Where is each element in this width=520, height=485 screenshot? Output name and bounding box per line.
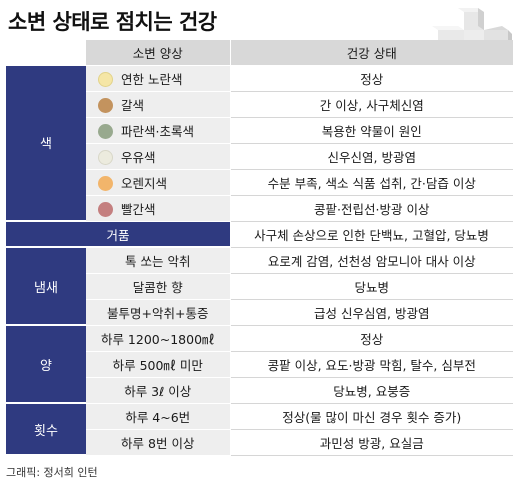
state-cell: 하루 8번 이상 [86,429,231,456]
health-cell: 당뇨병, 요붕증 [230,377,513,404]
state-cell: 연한 노란색 [86,65,231,92]
state-cell: 갈색 [86,91,231,118]
table-row: 파란색·초록색 복용한 약물이 원인 [6,117,513,144]
color-swatch-icon [98,71,113,87]
color-swatch-icon [98,201,113,217]
table-row: 냄새 톡 쏘는 악취 요로계 감염, 선천성 암모니아 대사 이상 [6,247,513,326]
health-cell: 당뇨병 [230,273,513,300]
health-cell: 복용한 약물이 원인 [230,117,513,144]
state-cell: 하루 3ℓ 이상 [86,377,231,404]
header-corner [6,40,86,66]
health-cell: 간 이상, 사구체신염 [230,91,513,118]
table-row: 달콤한 향 당뇨병 [6,273,513,300]
health-cell: 정상(물 많이 마신 경우 횟수 증가) [230,403,513,430]
category-smell: 냄새 [6,247,86,326]
state-cell: 하루 500㎖ 미만 [86,351,231,378]
health-cell: 급성 신우심염, 방광염 [230,299,513,326]
health-cell: 요로계 감염, 선천성 암모니아 대사 이상 [230,247,513,274]
table-row: 색 연한 노란색 정상 [6,65,513,222]
health-cell: 콩팥 이상, 요도·방광 막힘, 탈수, 심부전 [230,351,513,378]
category-color: 색 [6,65,86,222]
table-row: 하루 500㎖ 미만 콩팥 이상, 요도·방광 막힘, 탈수, 심부전 [6,351,513,378]
state-cell: 불투명+악취+통증 [86,299,231,326]
table-header-row: 소변 양상 건강 상태 [6,40,513,66]
state-cell: 우유색 [86,143,231,170]
color-swatch-icon [98,97,113,113]
state-cell: 하루 4~6번 [86,403,231,430]
header-health: 건강 상태 [230,40,513,66]
graphic-credit: 그래픽: 정서희 인턴 [6,466,98,479]
color-swatch-icon [98,149,113,165]
health-cell: 수분 부족, 색소 식품 섭취, 간·담즙 이상 [230,169,513,196]
health-cell: 정상 [230,325,513,352]
table-row: 횟수 하루 4~6번 정상(물 많이 마신 경우 횟수 증가) [6,403,513,456]
state-cell: 파란색·초록색 [86,117,231,144]
table-row: 빨간색 콩팥·전립선·방광 이상 [6,195,513,222]
table-row: 오렌지색 수분 부족, 색소 식품 섭취, 간·담즙 이상 [6,169,513,196]
state-cell: 달콤한 향 [86,273,231,300]
health-cell: 콩팥·전립선·방광 이상 [230,195,513,222]
state-cell: 하루 1200~1800㎖ [86,325,231,352]
table-row: 불투명+악취+통증 급성 신우심염, 방광염 [6,299,513,326]
table-row: 거품 사구체 손상으로 인한 단백뇨, 고혈압, 당뇨병 [6,221,513,248]
category-amount: 양 [6,325,86,404]
health-cell: 신우신염, 방광염 [230,143,513,170]
health-cell: 과민성 방광, 요실금 [230,429,513,456]
category-frequency: 횟수 [6,403,86,456]
table-row: 하루 3ℓ 이상 당뇨병, 요붕증 [6,377,513,404]
header-state: 소변 양상 [86,40,231,66]
category-foam: 거품 [6,221,230,248]
table-row: 하루 8번 이상 과민성 방광, 요실금 [6,429,513,456]
color-swatch-icon [98,175,113,191]
table-row: 양 하루 1200~1800㎖ 정상 [6,325,513,404]
table-row: 우유색 신우신염, 방광염 [6,143,513,170]
urine-health-table: 소변 양상 건강 상태 색 연한 노란색 정상 갈색 간 이상, 사구체신염 파… [6,40,513,456]
health-cell: 사구체 손상으로 인한 단백뇨, 고혈압, 당뇨병 [230,221,513,248]
table-row: 갈색 간 이상, 사구체신염 [6,91,513,118]
health-cell: 정상 [230,65,513,92]
state-cell: 톡 쏘는 악취 [86,247,231,274]
state-cell: 빨간색 [86,195,231,222]
color-swatch-icon [98,123,113,139]
state-cell: 오렌지색 [86,169,231,196]
page-title: 소변 상태로 점치는 건강 [8,10,217,34]
